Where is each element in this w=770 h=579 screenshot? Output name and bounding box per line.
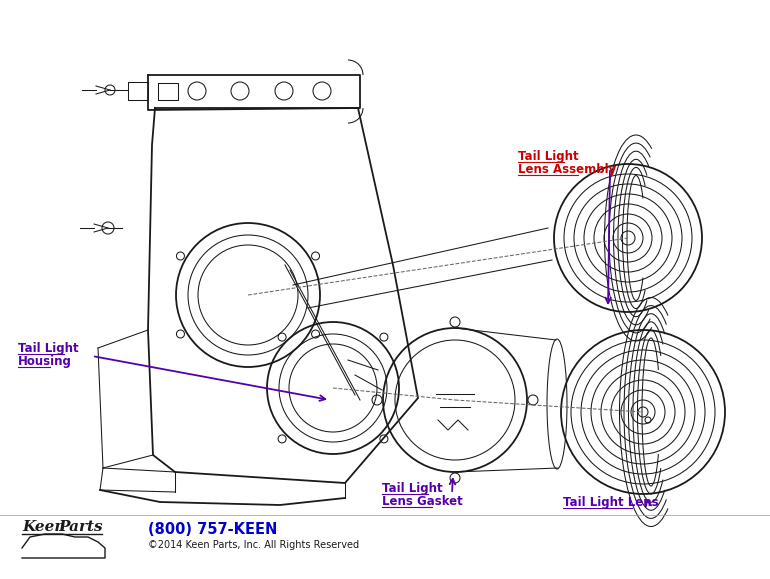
Text: Tail Light: Tail Light (518, 150, 578, 163)
Text: Parts: Parts (58, 520, 102, 534)
Text: Lens Assembly: Lens Assembly (518, 163, 616, 176)
Text: ©2014 Keen Parts, Inc. All Rights Reserved: ©2014 Keen Parts, Inc. All Rights Reserv… (148, 540, 359, 550)
Text: (800) 757-KEEN: (800) 757-KEEN (148, 522, 277, 537)
Text: Tail Light: Tail Light (18, 342, 79, 355)
Text: Lens Gasket: Lens Gasket (382, 495, 463, 508)
Text: Housing: Housing (18, 355, 72, 368)
Text: Tail Light Lens: Tail Light Lens (563, 496, 658, 509)
Text: Keen: Keen (22, 520, 65, 534)
Text: Tail Light: Tail Light (382, 482, 443, 495)
